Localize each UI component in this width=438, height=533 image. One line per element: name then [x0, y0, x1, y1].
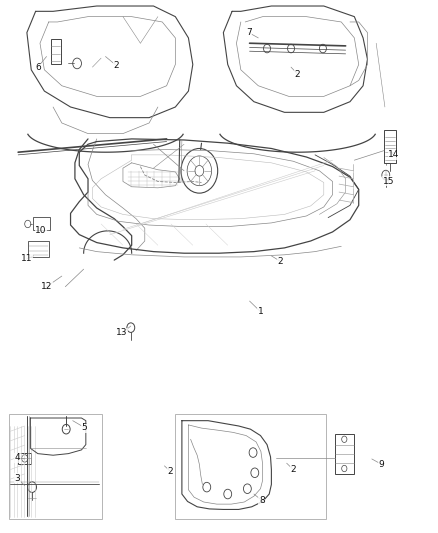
- Text: 1: 1: [258, 307, 263, 316]
- Text: 2: 2: [113, 61, 119, 70]
- Text: 13: 13: [117, 328, 128, 337]
- Bar: [384, 130, 396, 163]
- Text: 6: 6: [35, 63, 41, 71]
- Text: 11: 11: [21, 254, 33, 263]
- Text: 2: 2: [290, 465, 296, 474]
- Text: 14: 14: [388, 150, 399, 159]
- Text: 5: 5: [81, 423, 88, 432]
- Bar: [9, 414, 102, 519]
- Text: 8: 8: [259, 496, 265, 505]
- Text: 2: 2: [167, 467, 173, 475]
- Text: 2: 2: [295, 70, 300, 78]
- Text: 2: 2: [277, 257, 283, 265]
- Text: 12: 12: [41, 282, 52, 291]
- Text: 15: 15: [383, 177, 394, 186]
- Bar: [175, 414, 326, 519]
- Bar: [33, 217, 50, 230]
- Bar: [28, 241, 49, 257]
- Bar: [51, 39, 60, 64]
- Text: 3: 3: [14, 474, 20, 482]
- Text: 7: 7: [246, 28, 251, 37]
- Text: 10: 10: [35, 226, 46, 235]
- Text: 9: 9: [378, 460, 384, 469]
- Text: 4: 4: [14, 454, 20, 463]
- Bar: [18, 453, 31, 464]
- Bar: [335, 434, 354, 474]
